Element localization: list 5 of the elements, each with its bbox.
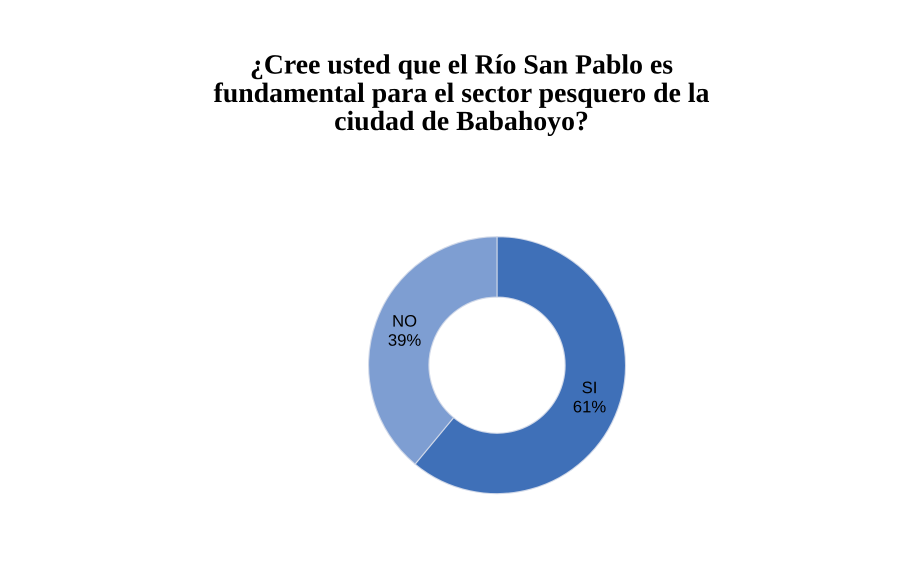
slice-label: SI <box>582 382 596 394</box>
slice-label: NO <box>393 314 416 327</box>
data-label: 39% <box>388 334 421 346</box>
chart-title: ¿Cree usted que el Río San Pablo es fundamental para el sector pesquero de la ciudad de Babahoyo? <box>214 54 710 136</box>
data-label: 61% <box>574 400 606 412</box>
